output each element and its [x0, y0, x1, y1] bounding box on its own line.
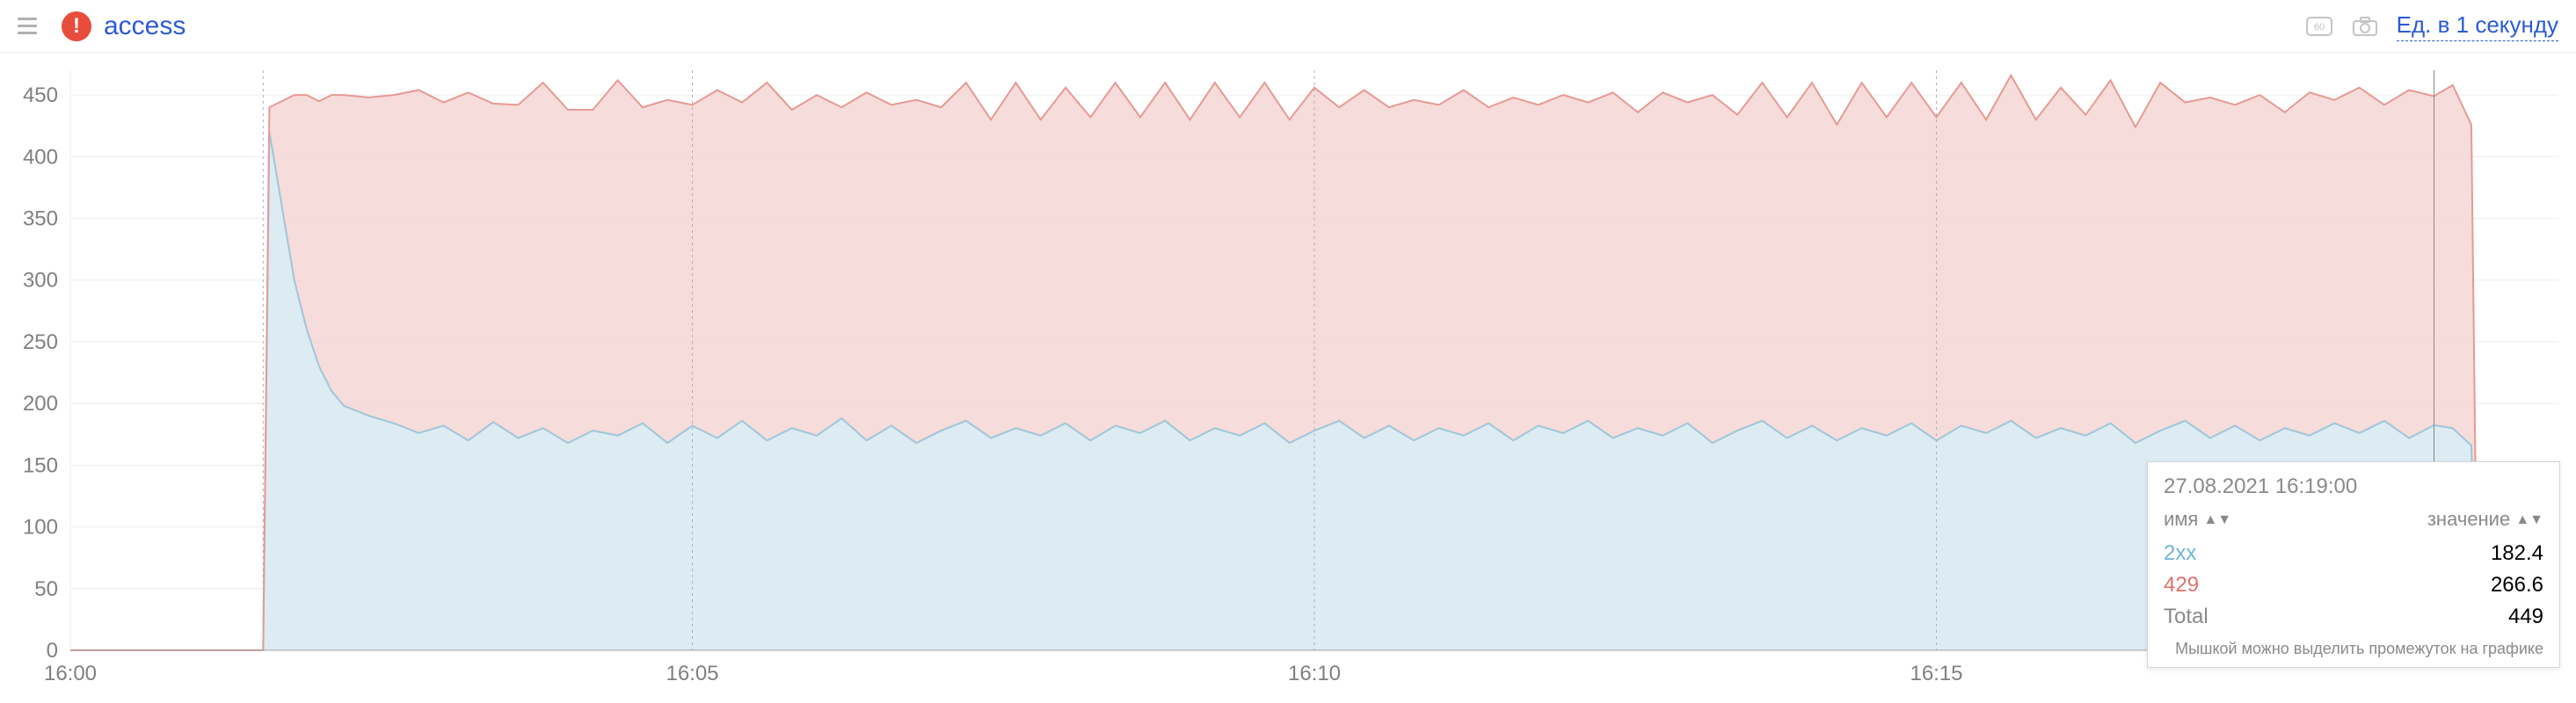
tooltip-row-value: 182.4 [2491, 541, 2543, 566]
camera-icon[interactable] [2351, 14, 2379, 39]
tooltip-row-label: Total [2164, 605, 2209, 629]
tooltip-name-col: имя [2164, 508, 2198, 530]
sort-icon[interactable]: ▲▼ [2203, 512, 2231, 527]
svg-text:450: 450 [23, 83, 58, 107]
panel-title: access [104, 11, 186, 41]
svg-text:200: 200 [23, 392, 58, 416]
svg-text:250: 250 [23, 330, 58, 354]
tooltip-value-col: значение [2427, 508, 2510, 530]
svg-text:400: 400 [23, 145, 58, 169]
tooltip-columns: имя ▲▼ значение ▲▼ [2164, 508, 2543, 531]
tooltip-row: Total 449 [2164, 601, 2543, 633]
svg-text:0: 0 [47, 639, 58, 663]
svg-text:300: 300 [23, 269, 58, 293]
svg-text:350: 350 [23, 207, 58, 231]
tooltip-row-label: 2xx [2164, 541, 2196, 566]
menu-icon[interactable] [18, 12, 46, 40]
tooltip-row: 429 266.6 [2164, 569, 2543, 601]
svg-text:50: 50 [34, 577, 58, 601]
chart-area[interactable]: 0 50 100 150 200 250 300 350 400 450 16:00 16:05 16:… [0, 53, 2576, 703]
svg-text:16:05: 16:05 [666, 662, 718, 685]
svg-text:16:10: 16:10 [1288, 662, 1341, 685]
tooltip-footer: Мышкой можно выделить промежуток на граф… [2164, 640, 2543, 658]
tooltip-row-label: 429 [2164, 573, 2199, 598]
tooltip-row: 2xx 182.4 [2164, 538, 2543, 569]
chart-panel: ! access 60 Ед. в 1 секунду 0 50 100 150 200… [0, 0, 2576, 703]
hover-tooltip: 27.08.2021 16:19:00 имя ▲▼ значение ▲▼ 2… [2147, 461, 2560, 668]
svg-text:16:00: 16:00 [44, 662, 97, 685]
tooltip-row-value: 449 [2508, 605, 2543, 629]
panel-header: ! access 60 Ед. в 1 секунду [0, 0, 2576, 53]
svg-text:60: 60 [2314, 22, 2325, 33]
alert-icon[interactable]: ! [62, 11, 91, 41]
tooltip-timestamp: 27.08.2021 16:19:00 [2164, 475, 2543, 499]
sort-icon[interactable]: ▲▼ [2515, 512, 2543, 527]
tooltip-row-value: 266.6 [2491, 573, 2543, 598]
units-link[interactable]: Ед. в 1 секунду [2397, 11, 2558, 41]
svg-text:100: 100 [23, 516, 58, 540]
svg-text:16:15: 16:15 [1910, 662, 1962, 685]
speed-icon[interactable]: 60 [2305, 14, 2333, 39]
svg-text:150: 150 [23, 453, 58, 477]
